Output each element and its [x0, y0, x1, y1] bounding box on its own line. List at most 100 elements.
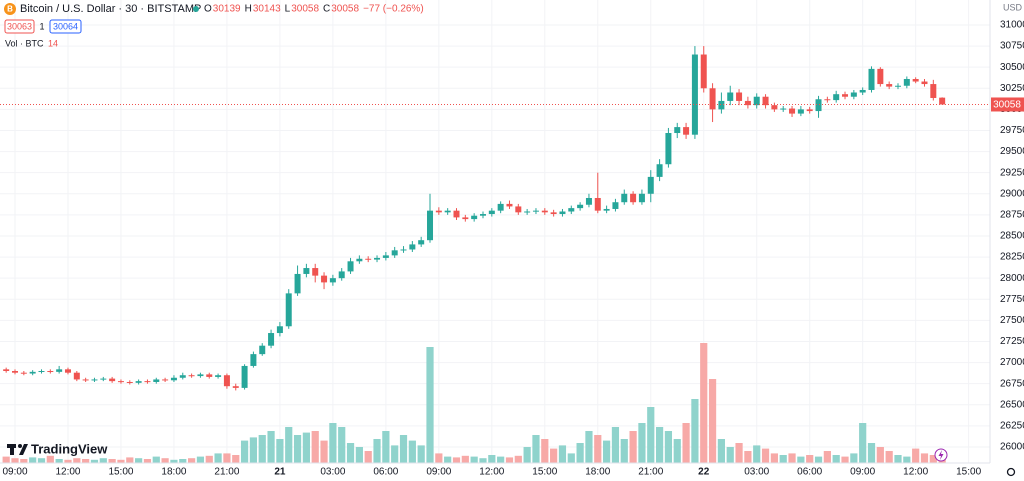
- volume-bar: [161, 458, 169, 463]
- x-tick-label: 15:00: [108, 467, 133, 478]
- volume-bar: [691, 399, 699, 463]
- candle-body: [603, 208, 610, 211]
- volume-bar: [814, 456, 823, 463]
- volume-bar: [64, 459, 72, 463]
- volume-bar: [170, 459, 178, 463]
- volume-bar: [576, 443, 584, 463]
- volume-bar: [647, 407, 655, 463]
- candle-body: [665, 133, 672, 165]
- volume-bar: [249, 437, 258, 463]
- y-tick-label: 27750: [1000, 294, 1024, 305]
- chart-title: Bitcoin / U.S. Dollar · 30 · BITSTAMP: [20, 3, 201, 15]
- ohlc-legend: O 30139 H 30143 L 30058 C 30058 −77 (−0.26%): [204, 4, 424, 15]
- candle-body: [232, 386, 239, 388]
- volume-bar: [338, 427, 346, 463]
- volume-bar: [832, 455, 840, 463]
- candle-body: [550, 212, 557, 215]
- volume-bar: [594, 435, 602, 463]
- x-tick-label: 09:00: [2, 467, 27, 478]
- candle-body: [912, 78, 919, 82]
- volume-bar: [196, 456, 205, 463]
- volume-bar: [205, 455, 213, 463]
- candle-body: [559, 211, 566, 215]
- bid-box[interactable]: [4, 19, 35, 34]
- y-tick-label: 26750: [1000, 378, 1024, 389]
- coin-glyph: B: [7, 5, 13, 14]
- x-tick-label: 22: [698, 467, 710, 478]
- logo: [7, 444, 28, 455]
- volume-bar: [885, 451, 893, 463]
- x-tick-label: 15:00: [532, 467, 557, 478]
- candle-body: [223, 375, 230, 387]
- volume-bar: [135, 458, 143, 463]
- last-price-tag: [991, 97, 1024, 112]
- volume-bar: [214, 453, 222, 463]
- x-tick-label: 21:00: [214, 467, 239, 478]
- candle-body: [718, 100, 725, 110]
- candle-body: [374, 257, 381, 260]
- volume-bar: [382, 431, 390, 463]
- candle-body: [162, 379, 169, 381]
- y-tick-label: 26250: [1000, 421, 1024, 432]
- volume-bar: [603, 440, 611, 463]
- candle-body: [506, 203, 513, 207]
- volume-bar: [673, 439, 681, 463]
- last-price-label: 30058: [993, 100, 1021, 111]
- volume-bar: [788, 453, 796, 463]
- axes: 26000 26250 26500 26750 27000 27250 27500 27750…: [0, 20, 1024, 478]
- volume-bar: [497, 456, 505, 463]
- spread: 1: [39, 21, 44, 31]
- candle-body: [365, 258, 372, 260]
- volume-bar: [240, 440, 249, 463]
- logo-mark: [18, 444, 22, 448]
- x-tick-label: 21: [274, 467, 286, 478]
- candle-body: [797, 109, 804, 114]
- candle-body: [886, 84, 893, 87]
- candle-body: [206, 374, 213, 377]
- x-tick-label: 18:00: [161, 467, 186, 478]
- candle-body: [630, 193, 637, 203]
- ask-box[interactable]: [49, 19, 82, 34]
- candle-body: [647, 176, 654, 194]
- candle-body: [656, 164, 663, 177]
- candle-body: [356, 258, 363, 262]
- candle-body: [135, 381, 142, 383]
- candle-body: [47, 371, 54, 373]
- volume-bar: [850, 453, 858, 463]
- y-tick-label: 29500: [1000, 146, 1024, 157]
- volume-bar: [2, 456, 10, 463]
- candle-body: [515, 206, 522, 213]
- candle-body: [524, 211, 531, 213]
- candle-body: [930, 84, 937, 98]
- volume-bar: [452, 457, 461, 463]
- candle-body: [532, 210, 539, 212]
- x-tick-label: 03:00: [744, 467, 769, 478]
- ohlc-key: C: [323, 4, 330, 15]
- ohlc-value: 30143: [253, 4, 281, 15]
- volume-bar: [470, 456, 478, 463]
- volume-bar: [541, 439, 549, 463]
- currency: USD: [1003, 2, 1023, 12]
- volume-bar: [399, 435, 408, 463]
- y-tick-label: 28750: [1000, 210, 1024, 221]
- x-tick-label: 12:00: [55, 467, 80, 478]
- volume-bar: [532, 435, 540, 463]
- volume-bar: [523, 447, 531, 463]
- candle-body: [479, 214, 486, 216]
- ohlc-key: H: [245, 4, 252, 15]
- volume-bar: [417, 445, 425, 463]
- settings-icon[interactable]: [1006, 467, 1016, 477]
- volume-bar: [126, 457, 134, 463]
- candle-body: [488, 210, 495, 215]
- volume-bar: [37, 458, 46, 463]
- volume-bar: [346, 443, 355, 463]
- volume-bar: [638, 423, 646, 463]
- candle-body: [824, 99, 831, 101]
- volume-bar: [611, 427, 620, 463]
- candle-body: [691, 54, 698, 135]
- candle-body: [833, 94, 840, 101]
- candle-body: [126, 381, 133, 383]
- candle-body: [188, 375, 195, 377]
